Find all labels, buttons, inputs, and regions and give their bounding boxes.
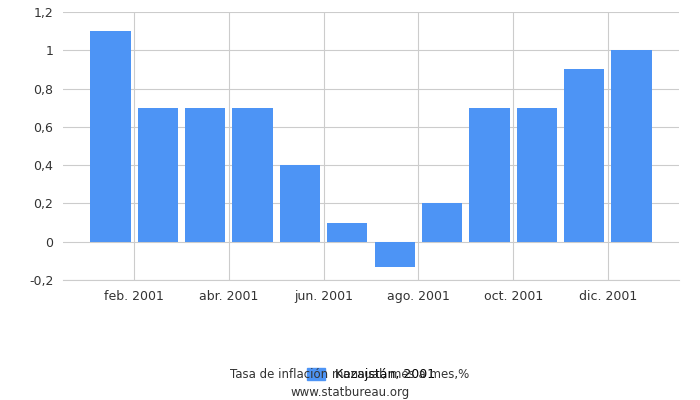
Bar xyxy=(612,50,652,242)
Text: www.statbureau.org: www.statbureau.org xyxy=(290,386,410,399)
Bar xyxy=(422,204,462,242)
Bar xyxy=(469,108,510,242)
Text: Tasa de inflación mensual, mes a mes,%: Tasa de inflación mensual, mes a mes,% xyxy=(230,368,470,381)
Bar xyxy=(564,70,604,242)
Bar xyxy=(90,31,130,242)
Bar xyxy=(374,242,415,266)
Bar xyxy=(327,222,368,242)
Bar xyxy=(280,165,320,242)
Bar xyxy=(517,108,557,242)
Bar xyxy=(232,108,273,242)
Bar xyxy=(185,108,225,242)
Bar xyxy=(138,108,178,242)
Legend: Kazajstán, 2001: Kazajstán, 2001 xyxy=(302,363,440,386)
